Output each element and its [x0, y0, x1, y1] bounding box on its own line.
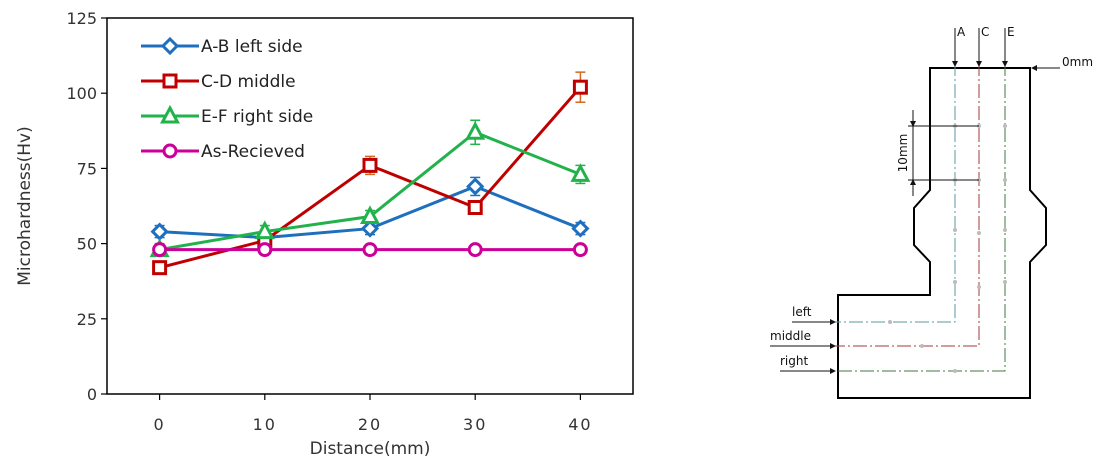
y-tick-label: 25: [77, 310, 97, 329]
side-label-left: left: [792, 305, 812, 319]
x-axis-title: Distance(mm): [310, 439, 431, 459]
x-tick-label: 30: [463, 415, 487, 434]
legend-marker: [162, 73, 178, 89]
legend-label: As-Recieved: [201, 142, 305, 162]
data-point: [466, 177, 485, 196]
y-tick-label: 75: [77, 159, 97, 178]
data-point: [571, 219, 590, 238]
data-point: [572, 79, 588, 95]
x-tick-label: 40: [568, 415, 592, 434]
spacing-label: 10mm: [896, 134, 910, 173]
legend: A-B left side C-D middle E-F right side As-…: [141, 36, 313, 162]
data-point: [362, 157, 378, 173]
legend-item: E-F right side: [141, 104, 313, 127]
data-point: [360, 219, 380, 238]
data-point: [467, 242, 483, 258]
data-point: [467, 200, 483, 216]
measurement-line-left: [830, 40, 956, 323]
side-label-middle: middle: [770, 329, 811, 343]
indent-point: [953, 369, 957, 373]
data-point: [254, 220, 275, 240]
specimen-diagram: A C E 0mm 10mm left middle right: [770, 25, 1093, 399]
data-point: [257, 242, 273, 258]
y-tick-label: 0: [87, 385, 97, 404]
measurement-line-right: [830, 40, 1006, 372]
legend-marker: [162, 143, 178, 159]
indent-point: [1003, 228, 1007, 232]
y-tick-label: 100: [66, 84, 97, 103]
x-tick-label: 20: [358, 415, 382, 434]
indent-point: [977, 231, 981, 235]
data-point: [152, 242, 168, 258]
line-label-e: E: [1007, 25, 1015, 39]
data-point: [150, 222, 169, 241]
data-point: [465, 121, 486, 140]
y-tick-label: 125: [66, 9, 97, 28]
legend-item: A-B left side: [141, 36, 303, 57]
line-label-a: A: [957, 25, 966, 39]
indent-point: [1003, 178, 1007, 182]
x-axis-ticks: 0 10 20 30 40: [154, 394, 592, 434]
zero-label: 0mm: [1062, 55, 1093, 69]
x-tick-label: 10: [253, 415, 277, 434]
x-tick-label: 0: [154, 415, 166, 434]
data-point: [570, 163, 591, 182]
legend-marker: [160, 36, 180, 56]
legend-item: C-D middle: [141, 72, 296, 92]
data-point: [362, 242, 378, 258]
series-3: [152, 242, 588, 258]
indent-point: [977, 285, 981, 289]
legend-label: C-D middle: [201, 72, 296, 92]
data-point: [152, 260, 168, 276]
y-tick-label: 50: [77, 235, 97, 254]
side-label-right: right: [780, 354, 808, 368]
y-axis-title: Microhardness(Hv): [15, 126, 35, 285]
y-axis-ticks: 0 25 50 75 100 125: [66, 9, 107, 404]
indent-point: [1003, 280, 1007, 284]
indent-points: [888, 124, 1007, 373]
legend-label: A-B left side: [201, 37, 303, 57]
series-layer: [149, 71, 591, 276]
indent-point: [953, 228, 957, 232]
measurement-line-middle: [830, 40, 980, 347]
legend-marker: [159, 104, 181, 124]
data-point: [572, 242, 588, 258]
data-point: [359, 205, 381, 225]
line-label-c: C: [981, 25, 989, 39]
microhardness-chart: 0 25 50 75 100 125 0 10 20 30 40 Distance(mm) Mic…: [15, 9, 634, 459]
indent-point: [888, 320, 892, 324]
indent-point: [953, 280, 957, 284]
indent-point: [920, 344, 924, 348]
specimen-outline: [837, 67, 1047, 399]
legend-label: E-F right side: [201, 107, 313, 127]
indent-point: [1003, 124, 1007, 128]
legend-item: As-Recieved: [141, 142, 305, 162]
